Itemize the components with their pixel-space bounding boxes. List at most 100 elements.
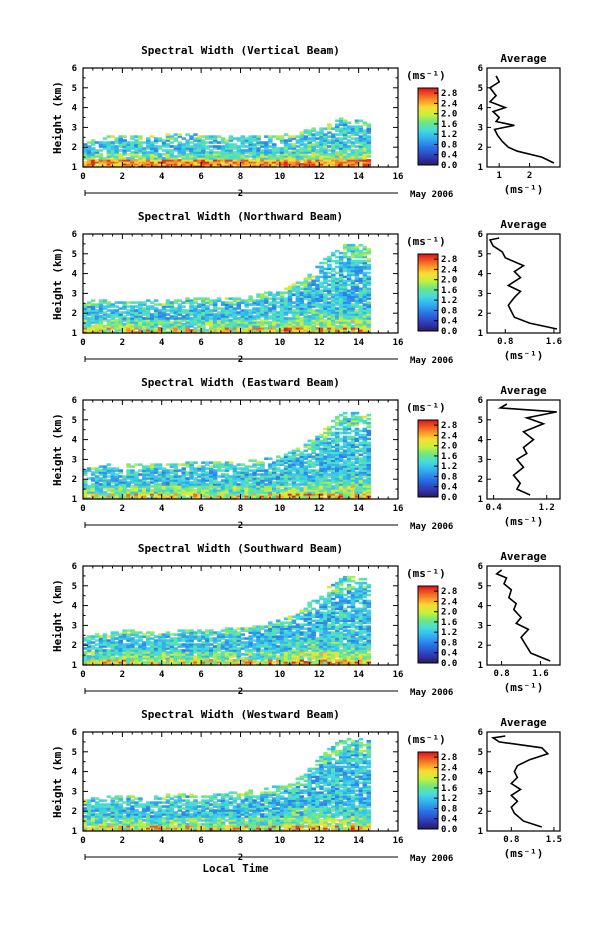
heatmap-cell (161, 471, 167, 474)
heatmap-cell (342, 289, 348, 293)
heatmap-cell (323, 281, 328, 285)
colorbar-swatch (418, 458, 438, 461)
heatmap-cell (142, 497, 147, 500)
heatmap-cell (177, 305, 183, 308)
heatmap-cell (138, 479, 143, 482)
heatmap-cell (283, 467, 289, 470)
heatmap-cell (244, 487, 249, 490)
heatmap-cell (366, 263, 372, 267)
heatmap-cell (354, 121, 360, 125)
heatmap-cell (177, 165, 183, 168)
heatmap-cell (181, 305, 186, 308)
heatmap-cell (350, 273, 356, 277)
heatmap-cell (83, 327, 88, 330)
heatmap-cell (173, 477, 179, 480)
heatmap-cell (177, 491, 183, 494)
heatmap-cell (165, 301, 171, 304)
heatmap-cell (342, 135, 348, 138)
heatmap-cell (161, 153, 167, 156)
heatmap-cell (149, 157, 155, 160)
heatmap-cell (224, 305, 230, 308)
heatmap-cell (331, 479, 336, 482)
colorbar-tick-label: 1.2 (441, 130, 457, 140)
heatmap-cell (319, 479, 324, 482)
heatmap-cell (272, 487, 277, 490)
heatmap-cell (205, 495, 210, 498)
heatmap-cell (311, 469, 316, 472)
heatmap-cell (260, 467, 265, 470)
colorbar-swatch (418, 288, 438, 291)
heatmap-cell (201, 313, 206, 316)
heatmap-cell (291, 487, 297, 490)
heatmap-cell (299, 283, 305, 287)
heatmap-cell (299, 319, 305, 322)
heatmap-cell (346, 417, 352, 421)
colorbar-swatch (418, 466, 438, 468)
heatmap-cell (228, 305, 234, 308)
heatmap-cell (94, 471, 100, 474)
heatmap-cell (197, 163, 202, 166)
heatmap-cell (118, 323, 123, 326)
heatmap-cell (256, 477, 261, 480)
heatmap-cell (240, 145, 246, 148)
heatmap-cell (126, 475, 131, 478)
heatmap-cell (138, 155, 143, 158)
heatmap-cell (311, 461, 316, 464)
heatmap-cell (338, 267, 344, 271)
heatmap-cell (161, 159, 167, 162)
heatmap-cell (342, 329, 348, 332)
heatmap-cell (362, 449, 368, 453)
heatmap-cell (358, 155, 364, 158)
heatmap-cell (232, 319, 238, 322)
heatmap-cell (209, 159, 214, 162)
heatmap-cell (248, 475, 253, 478)
heatmap-cell (248, 151, 253, 154)
heatmap-cell (331, 289, 336, 293)
heatmap-cell (291, 313, 297, 316)
heatmap-cell (350, 413, 356, 417)
colorbar-swatch (418, 491, 438, 494)
heatmap-cell (138, 487, 143, 490)
heatmap-cell (169, 469, 175, 472)
heatmap-cell (327, 149, 332, 152)
heatmap-cell (142, 153, 147, 156)
heatmap-cell (209, 327, 214, 330)
heatmap-cell (209, 153, 214, 156)
heatmap-cell (295, 495, 301, 498)
heatmap-cell (287, 455, 293, 459)
heatmap-cell (165, 321, 171, 324)
heatmap-cell (272, 307, 277, 310)
heatmap-cell (275, 493, 281, 496)
heatmap-cell (291, 147, 297, 150)
heatmap-cell (366, 153, 372, 156)
heatmap-cell (157, 649, 163, 652)
heatmap-cell (311, 441, 316, 445)
heatmap-cell (299, 473, 305, 476)
heatmap-cell (240, 485, 246, 488)
heatmap-cell (130, 141, 135, 144)
heatmap-cell (193, 319, 198, 322)
heatmap-cell (134, 143, 139, 146)
heatmap-cell (173, 653, 179, 656)
colorbar-swatch (418, 463, 438, 466)
heatmap-cell (366, 469, 372, 472)
heatmap-cell (311, 321, 316, 324)
heatmap-cell (338, 155, 344, 158)
colorbar-swatch (418, 291, 438, 293)
heatmap-cell (303, 487, 309, 490)
heatmap-cell (260, 319, 265, 322)
heatmap-cell (220, 149, 226, 152)
heatmap-cell (279, 297, 285, 300)
heatmap-cell (94, 165, 100, 168)
heatmap-cell (102, 481, 108, 484)
heatmap-cell (350, 331, 356, 334)
heatmap-cell (220, 321, 226, 324)
heatmap-cell (232, 495, 238, 498)
colorbar-swatch (418, 316, 438, 319)
heatmap-cell (260, 487, 265, 490)
heatmap-cell (114, 141, 120, 144)
heatmap-cell (279, 319, 285, 322)
colorbar-swatch (418, 428, 438, 431)
heatmap-cell (331, 467, 336, 470)
heatmap-cell (142, 319, 147, 322)
